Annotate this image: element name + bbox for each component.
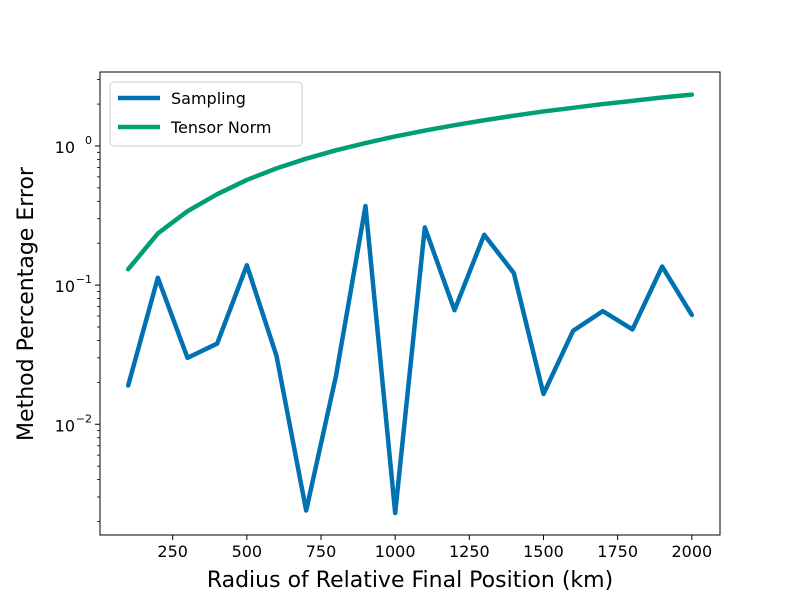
y-tick-label: 10 — [55, 138, 75, 157]
legend: Sampling Tensor Norm — [109, 81, 303, 147]
x-tick-label: 1750 — [597, 542, 638, 561]
x-tick-label: 2000 — [671, 542, 712, 561]
x-tick-label: 250 — [157, 542, 188, 561]
series-line-tensor-norm — [125, 92, 695, 272]
series-line-sampling — [125, 203, 695, 516]
y-tick-exponent: −2 — [76, 412, 92, 425]
y-axis-label: Method Percentage Error — [14, 166, 39, 441]
y-tick-label: 10 — [55, 416, 75, 435]
y-tick-exponent: −1 — [76, 273, 92, 286]
x-tick-label: 1250 — [449, 542, 490, 561]
plot-area — [99, 71, 721, 536]
x-tick-label: 1000 — [375, 542, 416, 561]
x-tick-label: 500 — [232, 542, 263, 561]
y-tick-exponent: 0 — [85, 134, 92, 147]
legend-label: Sampling — [171, 89, 246, 108]
x-axis-label: Radius of Relative Final Position (km) — [207, 568, 613, 593]
x-tick-label: 1500 — [523, 542, 564, 561]
x-tick-label: 750 — [306, 542, 337, 561]
y-tick-label: 10 — [55, 277, 75, 296]
x-axis-ticks: 250 500 750 1000 1250 1500 1750 2000 — [157, 535, 712, 561]
axes-frame — [99, 71, 721, 536]
legend-label: Tensor Norm — [170, 118, 271, 137]
